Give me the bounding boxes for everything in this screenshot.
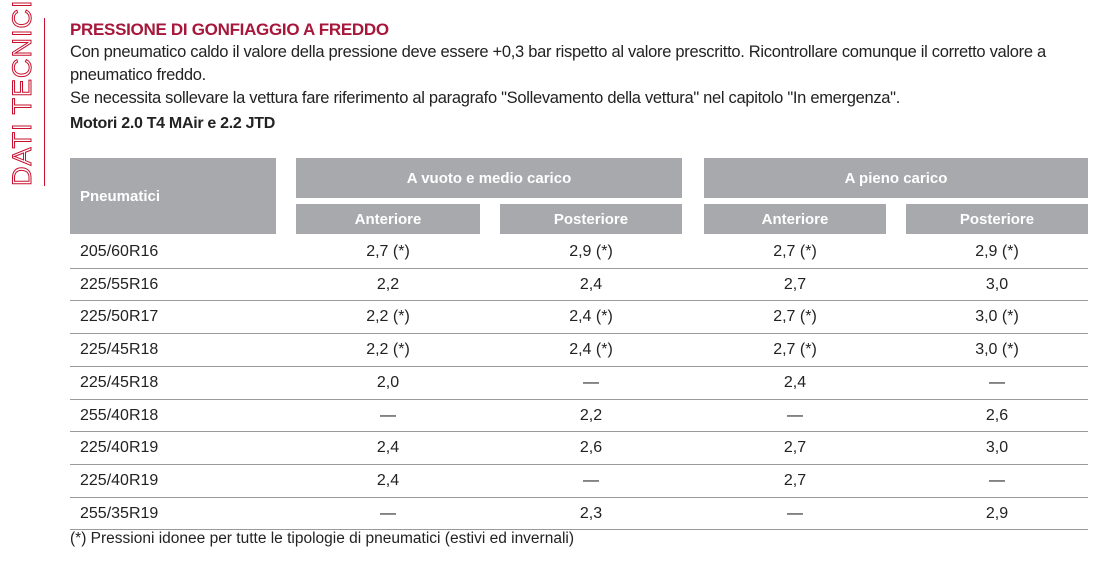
pressure-value: — — [787, 504, 803, 522]
pressure-value: 2,2 — [376, 275, 400, 293]
text-block: PRESSIONE DI GONFIAGGIO A FREDDO Con pne… — [70, 18, 1100, 135]
row-rule — [70, 529, 1088, 531]
pressure-value: 2,7 — [783, 471, 807, 489]
pressure-value: 2,2 — [579, 406, 603, 424]
tire-size: 225/50R17 — [80, 308, 159, 326]
pressure-value: — — [380, 504, 396, 522]
pressure-value: 2,4 — [376, 471, 400, 489]
subtitle: Motori 2.0 T4 MAir e 2.2 JTD — [70, 115, 275, 132]
row-rule — [70, 496, 1088, 498]
pressure-value: 2,6 — [985, 406, 1009, 424]
pressure-value: — — [989, 471, 1005, 489]
pressure-value: 2,0 — [376, 373, 400, 391]
pressure-value: 2,7 (*) — [773, 243, 817, 260]
tire-size: 205/60R16 — [80, 243, 159, 260]
pressure-value: — — [787, 406, 803, 424]
row-rule — [70, 463, 1088, 465]
sub-header: Posteriore — [500, 204, 682, 234]
tire-size: 255/35R19 — [80, 504, 159, 522]
pressure-value: — — [583, 471, 599, 489]
paragraph: Se necessita sollevare la vettura fare r… — [70, 89, 901, 107]
pressure-value: 2,7 (*) — [773, 308, 817, 326]
pressure-value: — — [583, 373, 599, 391]
pressure-value: 3,0 — [985, 275, 1009, 293]
pressure-value: 2,2 (*) — [366, 308, 410, 326]
pressure-value: 2,9 (*) — [975, 243, 1019, 260]
sub-header: Anteriore — [704, 204, 886, 234]
row-rule — [70, 398, 1088, 400]
row-rule — [70, 365, 1088, 367]
header-cell: Pneumatici — [70, 158, 276, 234]
row-rule — [70, 333, 1088, 335]
sub-header: Posteriore — [906, 204, 1088, 234]
pressure-value: 2,4 — [579, 275, 603, 293]
row-rule — [70, 300, 1088, 302]
footnote: (*) Pressioni idonee per tutte le tipolo… — [70, 530, 575, 547]
pressure-value: 3,0 (*) — [975, 308, 1019, 326]
side-label: DATI TECNICI — [7, 0, 38, 187]
pressure-value: 2,4 (*) — [569, 308, 613, 326]
paragraph: Con pneumatico caldo il valore della pre… — [70, 43, 1046, 84]
tire-size: 225/55R16 — [80, 275, 159, 293]
pressure-value: 2,6 — [579, 439, 603, 457]
tire-size: 225/45R18 — [80, 341, 159, 359]
pressure-value: — — [380, 406, 396, 424]
side-rule — [44, 18, 45, 186]
tire-size: 225/45R18 — [80, 373, 159, 391]
group-header: A pieno carico — [704, 158, 1088, 198]
row-rule — [70, 431, 1088, 433]
pressure-value: 2,9 (*) — [569, 243, 613, 260]
pressure-value: 2,7 (*) — [366, 243, 410, 260]
sub-header: Anteriore — [296, 204, 480, 234]
group-header: A vuoto e medio carico — [296, 158, 682, 198]
tire-size: 225/40R19 — [80, 439, 159, 457]
pressure-value: 3,0 (*) — [975, 341, 1019, 359]
pressure-value: 2,4 — [783, 373, 807, 391]
pressure-value: 2,7 (*) — [773, 341, 817, 359]
pressure-value: 2,4 — [376, 439, 400, 457]
pressure-value: 3,0 — [985, 439, 1009, 457]
tire-size: 225/40R19 — [80, 471, 159, 489]
pressure-value: 2,7 — [783, 439, 807, 457]
title: PRESSIONE DI GONFIAGGIO A FREDDO — [70, 20, 389, 39]
pressure-value: 2,3 — [579, 504, 603, 522]
pressure-value: 2,4 (*) — [569, 341, 613, 359]
tire-size: 255/40R18 — [80, 406, 159, 424]
pressure-value: 2,7 — [783, 275, 807, 293]
row-rule — [70, 267, 1088, 269]
pressure-value: — — [989, 373, 1005, 391]
pressure-value: 2,2 (*) — [366, 341, 410, 359]
pressure-value: 2,9 — [985, 504, 1009, 522]
